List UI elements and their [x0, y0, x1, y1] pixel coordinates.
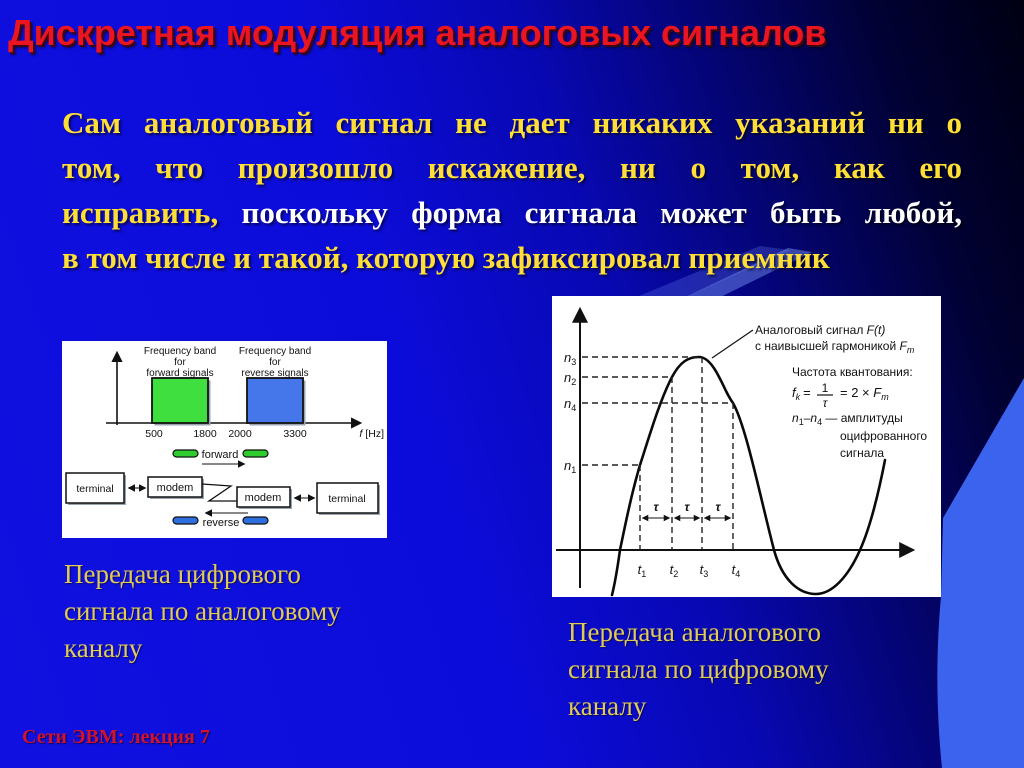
time-label: t3	[700, 562, 709, 579]
formula-rhs: = 2 × Fm	[840, 385, 889, 402]
modem-label: modem	[245, 492, 282, 504]
tau-label: τ	[716, 500, 722, 514]
tau-label: τ	[654, 500, 660, 514]
modem-box	[236, 486, 291, 508]
footer-note: Сети ЭВМ: лекция 7	[22, 726, 210, 748]
formula-lhs: fk =	[792, 385, 811, 402]
body-paragraph: Сам аналоговый сигнал не дает никаких ук…	[62, 100, 962, 280]
tick-label: 2000	[228, 428, 252, 440]
forward-label: forward	[202, 449, 239, 461]
reverse-band-label: Frequency band	[239, 346, 311, 357]
tick-label: 3300	[283, 428, 307, 440]
time-label: t2	[670, 562, 679, 579]
quantization-title: Частота квантования:	[792, 365, 913, 379]
reverse-pill	[242, 516, 269, 525]
reverse-band-label: for	[269, 357, 281, 368]
forward-pill	[172, 449, 199, 458]
time-label: t4	[732, 562, 741, 579]
callout-text: Аналоговый сигнал F(t)	[755, 323, 885, 337]
body-text-segment: том, что произошло искажение, ни о том, …	[62, 150, 962, 185]
reverse-label: reverse	[203, 517, 240, 529]
forward-band-label: for	[174, 357, 186, 368]
reverse-band-label: reverse signals	[241, 368, 308, 379]
reverse-band	[246, 377, 304, 424]
right-figure-caption: Передача аналогового сигнала по цифровом…	[568, 617, 829, 721]
quantization-figure: τ τ τ n3 n2 n4 n1 t1 t2 t3 t4 Аналоговый…	[552, 296, 941, 597]
body-line-3: исправить, поскольку форма сигнала может…	[62, 190, 962, 235]
body-line-1: Сам аналоговый сигнал не дает никаких ук…	[62, 100, 962, 145]
tick-label: 1800	[193, 428, 217, 440]
terminal-box	[316, 482, 379, 514]
frequency-band-figure: Frequency band for forward signals Frequ…	[62, 341, 387, 538]
body-text-segment: Сам аналоговый сигнал не дает никаких ук…	[62, 105, 962, 140]
x-axis-label: f [Hz]	[359, 428, 384, 440]
legend-line: n1–n4 — амплитуды	[792, 411, 903, 427]
amplitude-label: n3	[564, 350, 576, 367]
slide-title: Дискретная модуляция аналоговых сигналов	[8, 12, 827, 53]
forward-pill	[242, 449, 269, 458]
body-text-segment: поскольку форма сигнала может быть любой…	[241, 195, 962, 230]
forward-band	[151, 377, 209, 424]
callout-line	[711, 329, 754, 359]
reverse-pill	[172, 516, 199, 525]
body-line-2: том, что произошло искажение, ни о том, …	[62, 145, 962, 190]
forward-band-label: forward signals	[146, 368, 213, 379]
left-figure-caption: Передача цифрового сигнала по аналоговом…	[64, 559, 341, 663]
tick-label: 500	[145, 428, 163, 440]
amplitude-label: n4	[564, 396, 576, 413]
modem-box	[147, 476, 203, 498]
background-swoosh	[937, 378, 1024, 768]
formula-numerator: 1	[822, 381, 829, 395]
tau-label: τ	[685, 500, 691, 514]
channel-zigzag	[201, 483, 237, 502]
terminal-box	[65, 472, 125, 504]
figure-canvas	[552, 296, 941, 597]
legend-line: сигнала	[840, 446, 884, 460]
terminal-label: terminal	[76, 483, 113, 495]
callout-text: с наивысшей гармоникой Fm	[755, 339, 915, 355]
terminal-label: terminal	[328, 493, 365, 505]
amplitude-label: n1	[564, 458, 576, 475]
formula-denominator: τ	[823, 396, 829, 410]
body-text-segment: в том числе и такой, которую зафиксирова…	[62, 240, 830, 275]
sample-dashed-lines	[582, 356, 734, 550]
amplitude-label: n2	[564, 370, 576, 387]
analog-signal-curve	[610, 355, 887, 597]
body-text-segment: исправить,	[62, 195, 219, 230]
forward-band-label: Frequency band	[144, 346, 216, 357]
time-label: t1	[638, 562, 647, 579]
modem-label: modem	[157, 482, 194, 494]
body-line-4: в том числе и такой, которую зафиксирова…	[62, 235, 962, 280]
legend-line: оцифрованного	[840, 429, 927, 443]
